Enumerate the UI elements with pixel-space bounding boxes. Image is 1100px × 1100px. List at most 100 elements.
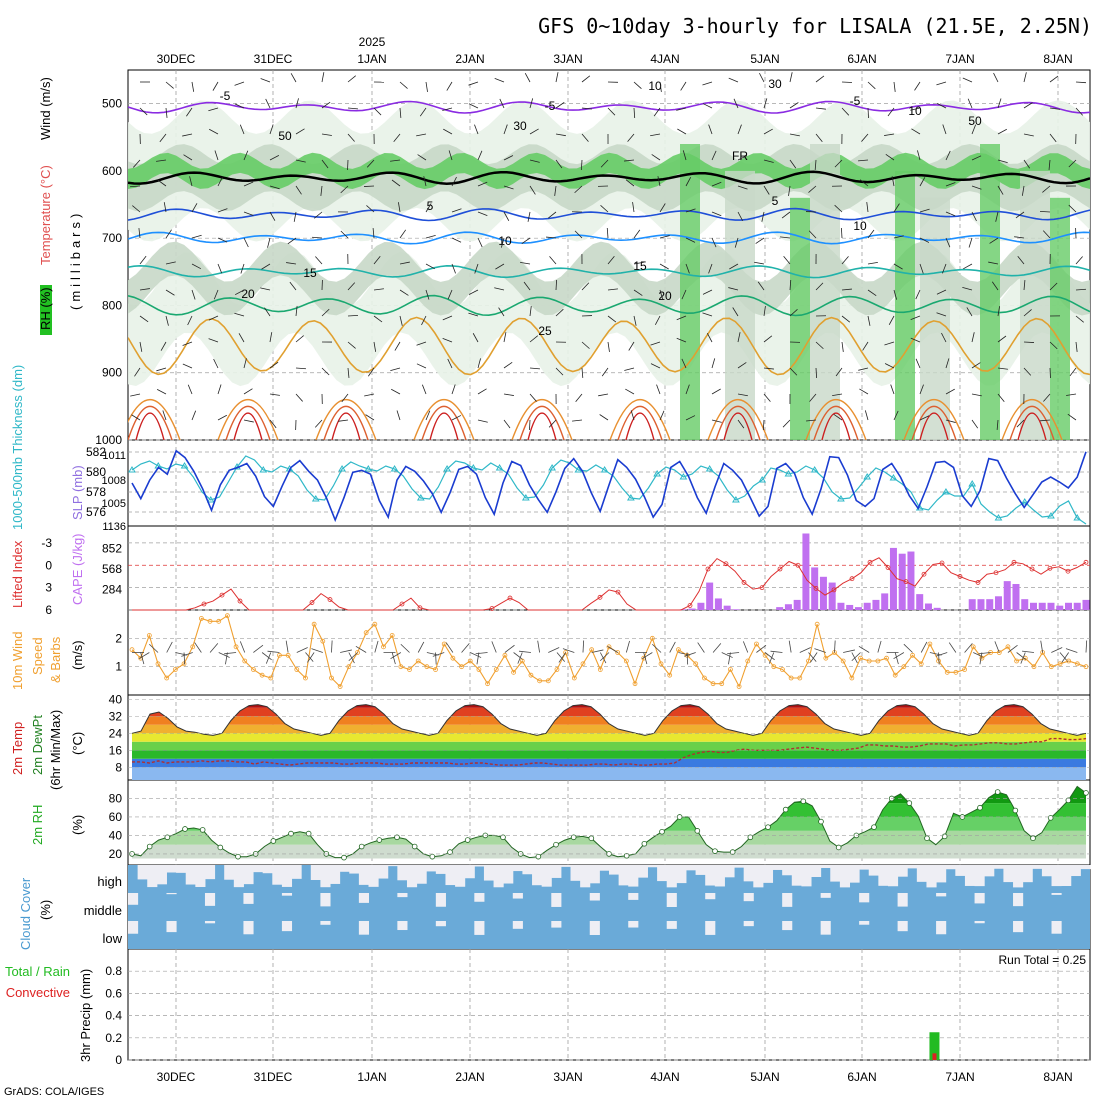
wind-point-85 [866,658,872,664]
wind-barb-75 [770,650,783,653]
wind-barb-7 [181,652,193,657]
barb-5-22 [711,211,722,217]
barb-7-22 [708,263,713,274]
thickness-point-45 [521,494,530,501]
wind-point-80 [823,655,829,661]
barb-8-31 [936,289,947,295]
wind-barb-98 [979,652,983,665]
rh-column-8 [1050,197,1070,440]
minmax-label: (6hr Min/Max) [48,710,63,790]
rh2m-point-90 [924,835,930,842]
barb-4-0 [129,185,141,188]
thickness-point-75 [784,470,793,477]
thickness-point-42 [495,464,504,471]
wind-point-63 [675,647,681,653]
surface-contour-7-1 [813,405,859,440]
wind-barb-30 [391,652,396,665]
rh2m-point-20 [305,830,312,837]
wind-point-43 [502,652,508,658]
wind-point-49 [554,667,560,672]
barb-8-10 [399,289,409,296]
barb-6-3 [217,237,228,243]
thickness-point-78 [810,466,819,473]
isotherm-FR [128,170,1090,185]
cape-bar-105 [1047,602,1055,610]
barb-6-19 [633,229,641,239]
barb-7-20 [659,263,669,270]
surface-contour-5-0 [609,398,671,440]
cloud-cell-1-28 [397,893,408,898]
barb-11-2 [182,363,193,369]
cloud-cell-0-59 [695,865,706,875]
cape-bar-88 [898,553,906,610]
temperature-label: Temperature (°C) [38,165,53,265]
cloud-cell-0-20 [320,865,331,888]
cloud-cell-0-52 [628,865,639,887]
barb-2-28 [861,133,869,142]
barb-8-25 [789,279,792,291]
rh2m-point-108 [1083,790,1089,796]
cloud-cell-0-44 [551,865,562,878]
wind-barb-20 [305,652,314,662]
barb-6-23 [734,237,739,248]
barb-6-34 [1014,236,1025,239]
barb-5-18 [600,205,609,213]
barb-6-0 [138,228,141,239]
wind-point-72 [754,641,759,647]
barb-1-18 [607,107,616,116]
li-ytick-3: 3 [45,581,52,595]
barb-0-19 [633,81,642,89]
barb-2-5 [269,124,274,135]
wind-barb-74 [768,652,775,664]
barb-0-36 [1075,81,1087,84]
barb-6-13 [477,237,483,248]
barb-5-1 [163,202,167,213]
barb-6-30 [919,237,930,243]
rh2m-point-30 [394,834,400,841]
rh2m-point-76 [800,798,807,805]
wind-point-21 [311,621,317,627]
thickness-point-15 [259,466,268,473]
cloud-cell-2-20 [320,921,331,925]
wind-barb-43 [504,644,515,653]
barb-6-20 [659,235,670,239]
barb-5-12 [451,208,462,213]
barb-10-8 [347,341,356,349]
temp-band-4 [132,733,1086,742]
barb-3-29 [885,153,895,161]
cloud-cell-0-82 [916,865,927,882]
barb-3-32 [971,155,982,161]
surface-contour-6-1 [715,405,761,440]
cloud-cell-0-84 [936,865,947,883]
li-point-74 [795,562,801,568]
upper-wind-barbs [129,72,1087,431]
surface-contour-3-0 [413,398,475,440]
barb-8-21 [681,289,687,300]
barb-1-12 [442,107,453,111]
barb-9-27 [841,315,851,323]
wind-barb-81 [834,640,836,653]
thickness-point-24 [338,465,346,472]
top-day-1JAN: 1JAN [357,52,386,66]
barb-9-3 [208,315,219,321]
barb-6-35 [1042,230,1051,239]
barb-4-25 [788,185,791,196]
wind-barb-41 [475,652,488,655]
precip-ytick-0.8: 0.8 [105,964,122,978]
barb-1-5 [265,98,271,109]
cloud-cell-1-40 [512,893,523,899]
cape-bar-66 [706,582,714,610]
wind-point-51 [571,675,577,681]
barb-9-8 [347,314,359,317]
barb-5-27 [834,204,843,213]
barb-8-34 [1023,280,1026,291]
barb-5-24 [761,211,765,222]
barb-7-18 [607,256,615,265]
cloud-cell-2-40 [512,921,523,929]
rh2m-point-42 [500,834,506,841]
surface-contour-0-0 [128,398,181,440]
barb-7-30 [919,263,924,274]
barb-3-12 [448,150,453,161]
barb-11-6 [295,367,307,370]
wind-barb-9 [209,643,219,653]
